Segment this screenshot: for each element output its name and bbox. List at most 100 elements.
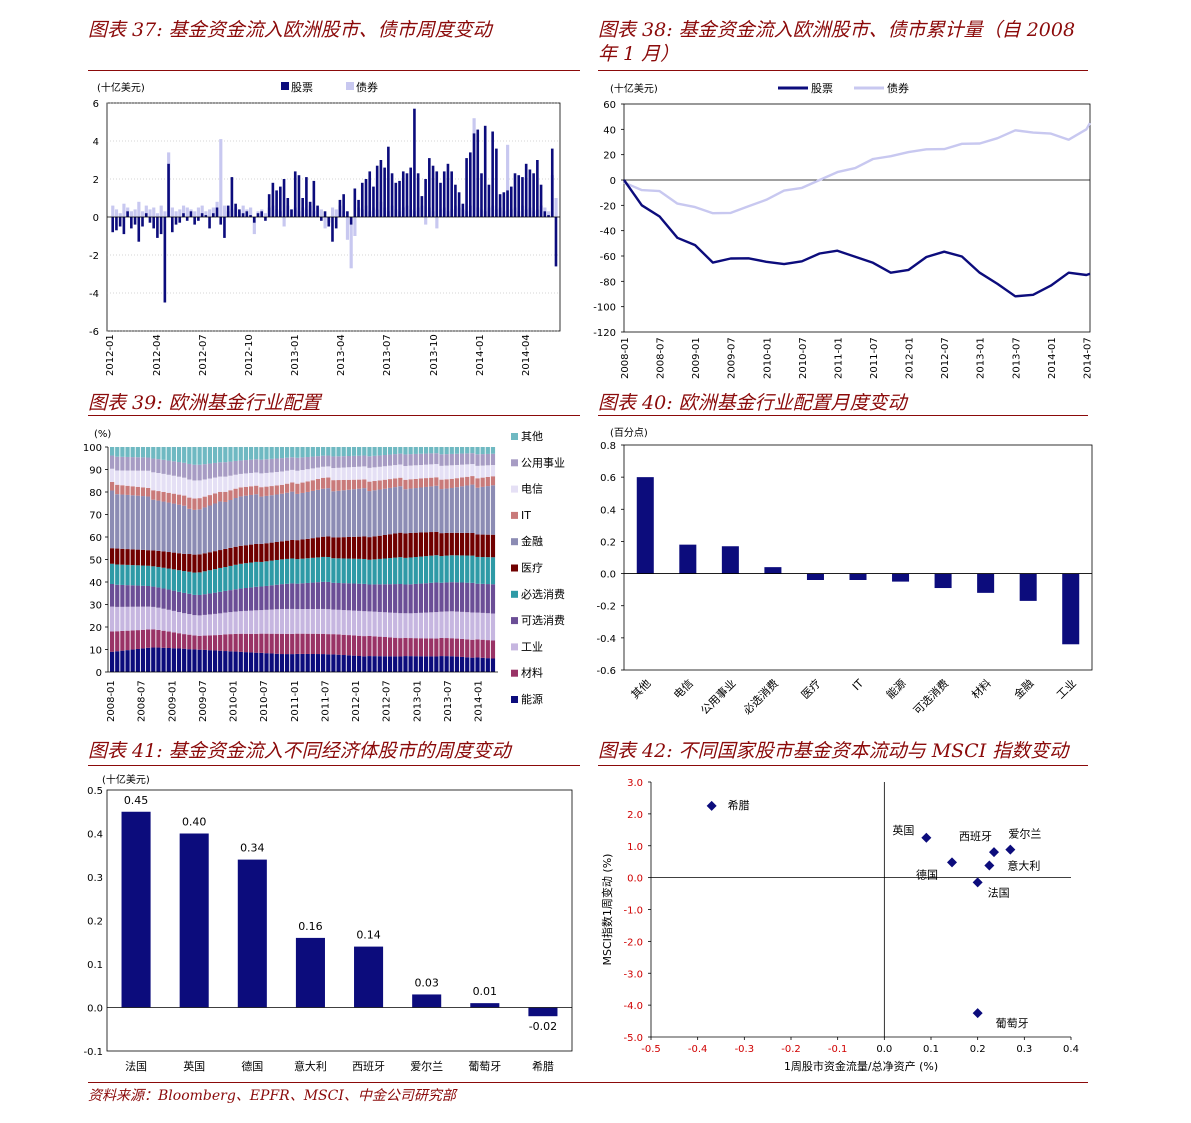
- fig37-stock-bar: [323, 211, 327, 217]
- fig39-segment: [269, 447, 274, 459]
- fig39-segment: [130, 495, 135, 550]
- fig39-segment: [408, 557, 413, 585]
- fig39-segment: [295, 540, 300, 560]
- fig38-xtick: 2013-01: [976, 337, 987, 379]
- fig39-segment: [387, 465, 393, 480]
- fig39-segment: [346, 583, 351, 611]
- fig39-segment: [357, 610, 362, 636]
- fig39-segment: [166, 648, 171, 672]
- fig39-segment: [465, 476, 470, 486]
- fig39-segment: [156, 587, 161, 608]
- fig39-segment: [439, 465, 444, 480]
- fig39-segment: [465, 447, 470, 454]
- fig39-segment: [331, 654, 336, 672]
- fig39-segment: [372, 455, 377, 468]
- fig39-segment: [135, 486, 140, 496]
- fig37-bond-bar: [349, 217, 353, 269]
- fig39-segment: [326, 654, 331, 672]
- fig39-legend-swatch: [511, 433, 518, 440]
- fig39-segment: [218, 462, 223, 477]
- fig39-segment: [284, 654, 290, 672]
- fig39-segment: [228, 490, 233, 500]
- fig39-segment: [156, 566, 161, 588]
- fig39-segment: [470, 464, 475, 477]
- fig37-stock-bar: [491, 131, 494, 217]
- fig39-segment: [151, 490, 156, 500]
- fig42-point-label: 希腊: [728, 798, 750, 812]
- fig39-segment: [295, 633, 300, 654]
- fig39-segment: [238, 460, 243, 474]
- fig42-title: 图表 42: 不同国家股市基金资本流动与 MSCI 指数变动: [598, 740, 1069, 762]
- fig37-stock-bar: [446, 163, 450, 217]
- fig39-segment: [393, 465, 398, 479]
- fig38-xtick: 2008-07: [656, 337, 667, 379]
- fig39-segment: [284, 483, 290, 493]
- fig39-segment: [326, 609, 331, 635]
- fig39-title-rule: [88, 415, 580, 416]
- fig39-segment: [223, 651, 228, 672]
- fig39-segment: [238, 588, 243, 612]
- fig39-xtick: 2012-01: [351, 680, 362, 722]
- fig39-segment: [398, 656, 403, 672]
- fig39-segment: [315, 582, 321, 609]
- fig39-segment: [269, 560, 274, 586]
- fig39-segment: [326, 455, 331, 467]
- fig39-segment: [315, 633, 321, 655]
- fig39-segment: [207, 650, 213, 672]
- fig39-xtick: 2013-07: [443, 680, 454, 722]
- fig39-segment: [321, 477, 326, 489]
- fig39-segment: [475, 612, 480, 640]
- fig39-segment: [331, 480, 336, 492]
- fig39-segment: [413, 465, 418, 479]
- fig39-segment: [171, 610, 176, 633]
- fig39-segment: [429, 532, 434, 556]
- fig39-segment: [310, 456, 315, 469]
- fig39-segment: [238, 487, 243, 497]
- fig39-segment: [444, 532, 449, 556]
- fig37-bond-bar: [323, 217, 327, 229]
- fig41-xtick: 英国: [183, 1059, 205, 1073]
- fig39-xtick: 2009-01: [167, 680, 178, 722]
- fig39-segment: [357, 635, 362, 657]
- fig37-stock-bar: [416, 173, 420, 217]
- fig41-data-label: 0.34: [240, 842, 265, 855]
- fig39-segment: [248, 447, 254, 460]
- fig38-ytick: -100: [593, 303, 616, 314]
- fig39-segment: [140, 606, 146, 630]
- fig41-bar: [295, 937, 325, 1008]
- fig39-segment: [228, 651, 233, 672]
- fig39-segment: [485, 534, 490, 558]
- fig39-segment: [475, 534, 480, 557]
- fig39-unit: (%): [94, 429, 111, 440]
- fig39-segment: [490, 658, 496, 672]
- fig37-bond-bar: [200, 205, 204, 217]
- fig37-bond-bar: [196, 207, 201, 217]
- fig39-segment: [423, 638, 429, 657]
- fig39-segment: [351, 466, 357, 480]
- fig37-bond-bar: [547, 211, 551, 217]
- fig39-segment: [321, 581, 326, 609]
- fig39-segment: [269, 653, 274, 672]
- fig42-ylabel: MSCI指数1周变动 (%): [600, 854, 614, 966]
- fig39-segment: [146, 629, 151, 648]
- fig39-segment: [243, 545, 249, 564]
- fig39-segment: [233, 633, 238, 652]
- fig39-segment: [151, 447, 156, 459]
- fig37-stock-bar: [182, 213, 185, 217]
- fig39-segment: [176, 648, 182, 672]
- fig37-xtick: 2012-04: [152, 334, 163, 376]
- fig37-ytick: 0: [93, 213, 99, 224]
- fig39-segment: [387, 454, 393, 466]
- fig39-xtick: 2012-07: [382, 680, 393, 722]
- fig37-stock-bar: [264, 217, 267, 221]
- fig39-segment: [423, 447, 429, 454]
- fig37-stock-bar: [360, 182, 364, 217]
- fig37-unit: (十亿美元): [97, 81, 145, 94]
- fig39-segment: [120, 470, 125, 486]
- fig39-segment: [490, 534, 496, 558]
- fig39-segment: [377, 656, 382, 672]
- fig42-xtick: 0.0: [876, 1044, 892, 1055]
- fig39-segment: [321, 455, 326, 467]
- fig40-bar: [1062, 573, 1080, 645]
- fig39-segment: [197, 572, 202, 595]
